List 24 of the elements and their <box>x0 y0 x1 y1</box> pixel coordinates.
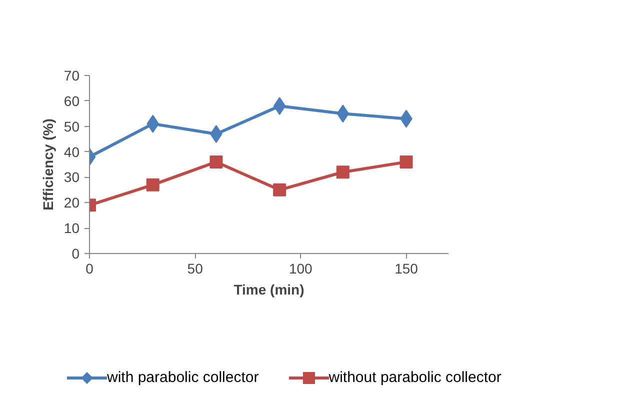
y-tick-label: 70 <box>64 68 80 84</box>
point <box>400 155 413 168</box>
x-axis-title: Time (min) <box>234 282 304 298</box>
point <box>273 97 286 116</box>
point <box>336 166 350 179</box>
x-tick-label: 0 <box>86 260 94 276</box>
point <box>146 114 160 133</box>
y-tick-label: 40 <box>64 144 80 160</box>
y-tick-label: 10 <box>64 220 80 236</box>
x-tick-label: 150 <box>394 260 418 276</box>
y-tick-label: 0 <box>72 246 80 262</box>
y-tick-label: 20 <box>64 194 80 211</box>
y-tick-label: 30 <box>64 169 80 186</box>
y-axis-title: Efficiency (%) <box>40 118 56 210</box>
y-tick-label: 50 <box>64 118 80 134</box>
point <box>336 104 350 123</box>
legend-label: with parabolic collector <box>106 369 259 386</box>
legend-label: without parabolic collector <box>328 369 502 386</box>
x-tick-label: 100 <box>288 260 313 276</box>
point <box>146 178 160 192</box>
point <box>273 183 286 196</box>
y-tick-label: 60 <box>64 92 80 109</box>
x-tick-label: 50 <box>187 260 204 276</box>
point <box>210 155 223 168</box>
